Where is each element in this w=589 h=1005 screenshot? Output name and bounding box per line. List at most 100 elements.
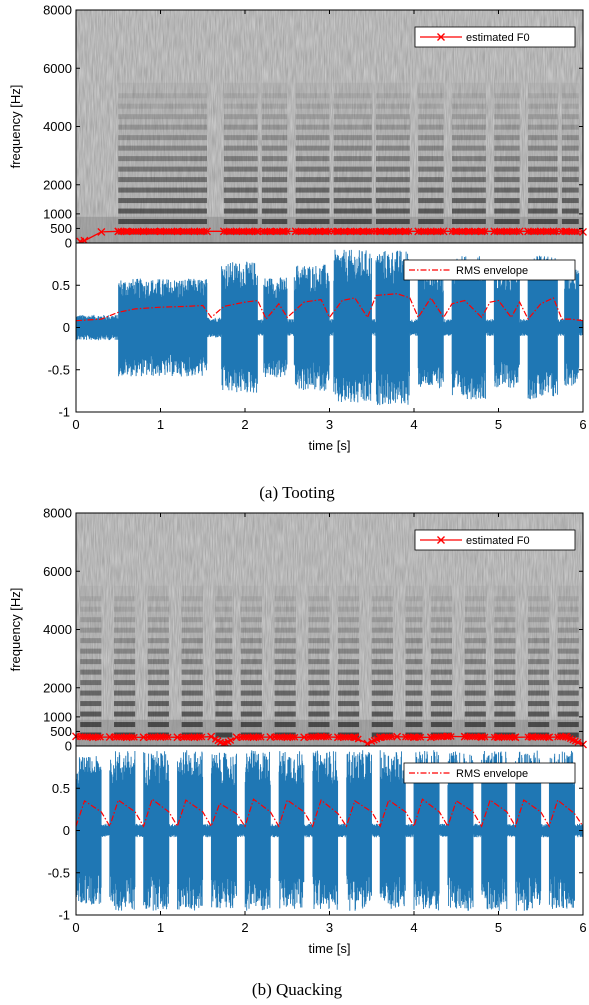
f0-point	[562, 227, 571, 236]
harmonic-stripe	[333, 145, 372, 151]
f0-marker	[135, 227, 143, 235]
harmonic-stripe	[528, 177, 558, 183]
f0-marker	[142, 227, 150, 235]
harmonic-stripe	[295, 166, 330, 172]
f0-marker	[297, 227, 305, 235]
f0-marker	[320, 227, 328, 235]
harmonic-stripe	[223, 156, 258, 162]
harmonic-stripe	[528, 93, 558, 99]
harmonic-stripe	[308, 690, 330, 696]
f0-point	[190, 733, 199, 742]
legend-marker	[437, 33, 445, 41]
spectrogram-ytick-label: 2000	[43, 177, 72, 192]
harmonic-stripe	[528, 680, 550, 686]
harmonic-stripe	[452, 124, 486, 130]
harmonic-stripe	[295, 145, 330, 151]
harmonic-stripe	[274, 638, 296, 644]
f0-marker	[336, 733, 344, 741]
waveform-ytick-label: -0.5	[48, 362, 70, 377]
harmonic-stripe	[528, 124, 558, 130]
f0-marker	[235, 227, 243, 235]
harmonic-group	[494, 82, 520, 243]
harmonic-stripe	[528, 648, 550, 654]
spectrogram-ytick-label: 4000	[43, 119, 72, 134]
harmonic-stripe	[240, 596, 262, 602]
f0-point	[460, 732, 469, 741]
harmonic-column	[528, 82, 558, 243]
harmonic-stripe	[223, 114, 258, 120]
harmonic-stripe	[295, 198, 330, 204]
harmonic-stripe	[371, 606, 393, 612]
harmonic-stripe	[261, 114, 288, 120]
harmonic-stripe	[418, 166, 444, 172]
harmonic-stripe	[557, 627, 579, 633]
harmonic-stripe	[494, 208, 520, 214]
harmonic-stripe	[337, 606, 360, 612]
harmonic-stripe	[181, 659, 203, 665]
harmonic-stripe	[80, 669, 102, 675]
harmonic-stripe	[118, 187, 207, 193]
f0-marker	[180, 227, 188, 235]
harmonic-column	[223, 82, 258, 243]
harmonic-stripe	[464, 669, 486, 675]
harmonic-stripe	[240, 659, 262, 665]
harmonic-stripe	[561, 145, 579, 151]
f0-marker	[375, 227, 383, 235]
f0-marker	[260, 227, 268, 235]
harmonic-stripe	[557, 690, 579, 696]
f0-point	[88, 733, 97, 742]
harmonic-stripe	[464, 627, 486, 633]
f0-point	[156, 732, 165, 741]
harmonic-stripe	[405, 680, 423, 686]
f0-point	[545, 733, 554, 742]
f0-point	[279, 227, 288, 236]
harmonic-stripe	[452, 166, 486, 172]
harmonic-stripe	[240, 722, 262, 728]
harmonic-stripe	[375, 219, 410, 225]
f0-point	[359, 227, 368, 236]
harmonic-column	[261, 82, 288, 243]
f0-marker	[325, 733, 333, 741]
spectrogram-noise	[76, 513, 583, 746]
harmonic-stripe	[274, 659, 296, 665]
f0-marker	[120, 733, 128, 741]
harmonic-stripe	[147, 659, 169, 665]
harmonic-stripe	[430, 669, 453, 675]
f0-marker	[503, 733, 511, 741]
harmonic-stripe	[494, 627, 516, 633]
f0-marker	[193, 227, 201, 235]
harmonic-stripe	[430, 690, 453, 696]
harmonic-stripe	[528, 638, 550, 644]
waveform-ytick-label: 0.5	[52, 278, 70, 293]
f0-point	[333, 227, 342, 236]
harmonic-stripe	[375, 156, 410, 162]
harmonic-stripe	[494, 166, 520, 172]
harmonic-stripe	[308, 617, 330, 623]
harmonic-stripe	[528, 669, 550, 675]
harmonic-stripe	[494, 669, 516, 675]
harmonic-stripe	[371, 596, 393, 602]
harmonic-stripe	[295, 124, 330, 130]
harmonic-group	[274, 585, 296, 746]
f0-marker	[529, 227, 537, 235]
harmonic-stripe	[494, 156, 520, 162]
harmonic-stripe	[405, 617, 423, 623]
f0-marker	[243, 227, 251, 235]
harmonic-group	[181, 585, 203, 746]
harmonic-stripe	[215, 722, 233, 728]
harmonic-stripe	[181, 617, 203, 623]
harmonic-stripe	[494, 701, 516, 707]
harmonic-stripe	[308, 680, 330, 686]
f0-marker	[395, 227, 403, 235]
harmonic-group	[528, 82, 558, 243]
waveform-xtick-label: 0	[72, 417, 79, 432]
harmonic-stripe	[405, 596, 423, 602]
harmonic-stripe	[215, 659, 233, 665]
harmonic-group	[80, 585, 102, 746]
harmonic-stripe	[371, 648, 393, 654]
harmonic-stripe	[223, 103, 258, 109]
harmonic-stripe	[494, 114, 520, 120]
f0-marker	[129, 227, 137, 235]
harmonic-stripe	[557, 669, 579, 675]
